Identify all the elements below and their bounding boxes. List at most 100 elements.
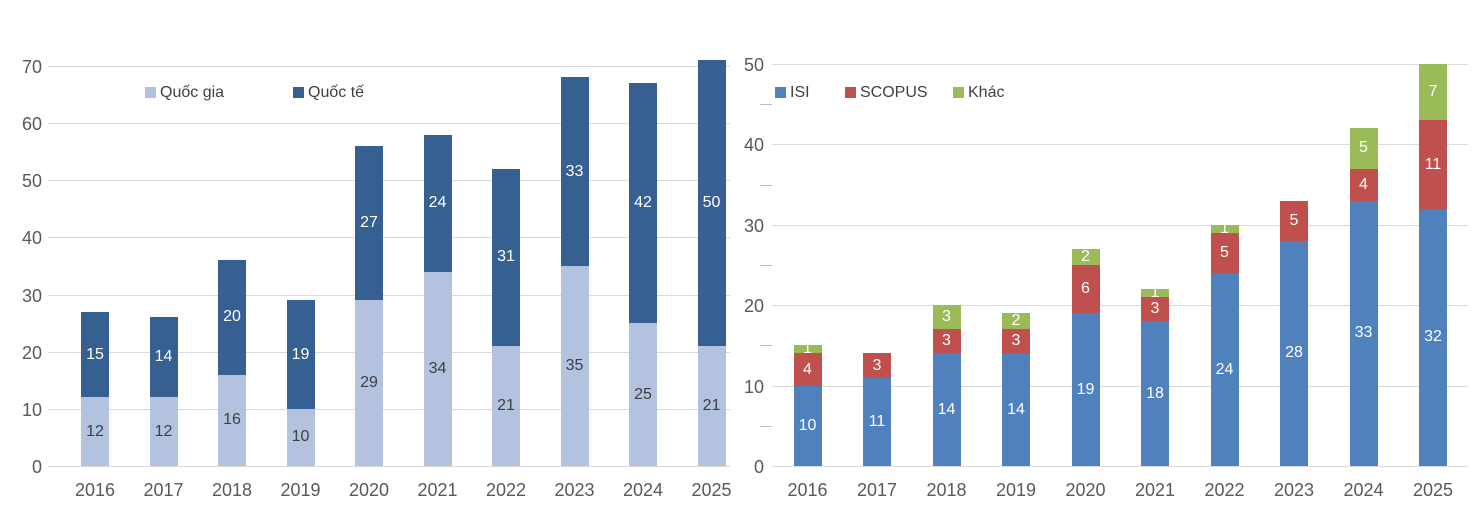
bar-segment-label: 11 — [868, 412, 886, 430]
bar-segment — [560, 77, 589, 266]
gridline — [48, 66, 730, 67]
x-axis-category-label: 2022 — [1204, 480, 1245, 500]
bar-segment-label: 3 — [1150, 300, 1160, 318]
legend-swatch-3 — [953, 87, 964, 98]
bar-segment — [423, 134, 452, 272]
bar-segment — [149, 397, 178, 466]
bar-segment-label: 15 — [86, 345, 104, 363]
bar-segment-label: 5 — [1289, 211, 1299, 229]
bar-segment — [560, 266, 589, 466]
bar-segment-label: 3 — [942, 308, 951, 326]
y-axis-minor-tick — [760, 345, 772, 347]
bar-segment — [1419, 208, 1447, 466]
legend-label-2: Quốc tế — [308, 84, 365, 101]
gridline — [772, 224, 1468, 226]
bar-segment — [697, 346, 726, 466]
bar-segment — [355, 300, 383, 466]
bar-segment-label: 28 — [1285, 344, 1303, 362]
bar-segment-label: 34 — [428, 359, 447, 377]
gridline — [772, 144, 1468, 146]
y-axis-tick-label: 0 — [31, 457, 42, 477]
y-axis-tick-label: 20 — [743, 296, 764, 317]
gridline — [772, 64, 1468, 65]
bar-segment — [793, 385, 822, 466]
bar-segment — [932, 353, 961, 466]
bar-segment-label: 12 — [154, 422, 173, 440]
bar-segment — [1349, 200, 1378, 466]
y-axis-tick-label: 30 — [743, 215, 764, 236]
x-axis-category-label: 2021 — [417, 480, 458, 500]
bar-segment — [218, 374, 246, 466]
legend-swatch-1 — [145, 87, 156, 98]
bar-segment — [492, 346, 520, 466]
bar-segment-label: 18 — [1146, 384, 1164, 402]
bar-segment-label: 3 — [872, 356, 882, 374]
x-axis-category-label: 2016 — [787, 480, 828, 500]
bar-segment — [1349, 128, 1378, 169]
bar-segment — [286, 408, 315, 466]
gridline — [48, 351, 730, 353]
bar-segment — [1002, 329, 1030, 354]
bar-segment-label: 3 — [1011, 332, 1021, 350]
bar-segment — [793, 353, 822, 386]
gridline — [48, 123, 730, 125]
bar-segment-label: 5 — [1359, 139, 1368, 157]
bar-segment — [1071, 313, 1100, 466]
y-axis-tick-label: 0 — [753, 457, 764, 477]
bar-segment — [863, 353, 891, 378]
bar-segment — [1210, 273, 1239, 466]
y-axis-tick-label: 10 — [21, 399, 42, 420]
x-axis-category-label: 2017 — [856, 480, 898, 500]
x-axis-category-label: 2025 — [1412, 480, 1454, 500]
bar-segment-label: 12 — [86, 422, 104, 440]
bar-segment — [492, 168, 520, 346]
legend-label-1: Quốc gia — [160, 84, 225, 101]
bar-segment — [629, 83, 657, 324]
x-axis-category-label: 2023 — [554, 480, 595, 500]
bar-segment-label: 16 — [223, 411, 241, 429]
bar-segment — [1002, 313, 1030, 330]
bar-segment-label: 50 — [702, 194, 721, 212]
x-axis-category-label: 2020 — [348, 480, 390, 500]
bar-segment-label: 7 — [1428, 83, 1438, 101]
bar-segment-label: 11 — [1424, 155, 1442, 173]
bar-segment — [1071, 248, 1100, 265]
bar-segment — [1141, 321, 1169, 466]
x-axis-category-label: 2024 — [622, 480, 664, 500]
bar-segment — [81, 397, 109, 466]
bar-segment-label: 19 — [291, 345, 310, 363]
bar-segment-label: 29 — [360, 374, 378, 392]
bar-segment-label: 21 — [702, 397, 721, 414]
y-axis-tick-label: 50 — [21, 171, 42, 192]
bar-segment — [1280, 200, 1308, 241]
gridline — [772, 466, 1468, 467]
y-axis-tick-label: 10 — [743, 376, 764, 397]
bar-segment-label: 1 — [803, 340, 812, 358]
x-axis-category-label: 2017 — [143, 480, 184, 500]
x-axis-category-label: 2021 — [1134, 480, 1176, 500]
bar-segment-label: 27 — [360, 214, 378, 232]
y-axis-tick-label: 20 — [21, 342, 42, 363]
bar-segment-label: 1 — [1150, 284, 1160, 302]
bar-segment — [1071, 265, 1100, 314]
bar-segment-label: 33 — [565, 162, 584, 180]
x-axis-category-label: 2023 — [1273, 480, 1315, 500]
gridline — [772, 385, 1468, 387]
bar-segment — [1349, 168, 1378, 201]
bar-segment — [1141, 297, 1169, 322]
bar-segment — [355, 146, 383, 301]
bar-segment — [1002, 353, 1030, 466]
gridline — [48, 180, 730, 182]
bar-segment — [423, 271, 452, 466]
bar-segment-label: 14 — [937, 400, 956, 418]
y-axis-tick-label: 70 — [21, 57, 42, 77]
bar-segment-label: 33 — [1354, 324, 1373, 342]
bar-segment-label: 24 — [1215, 360, 1234, 378]
legend-label-3: Khác — [968, 84, 1005, 101]
bar-segment-label: 24 — [428, 194, 447, 212]
legend-label-1: ISI — [790, 84, 810, 101]
bar-segment-label: 31 — [497, 248, 515, 266]
